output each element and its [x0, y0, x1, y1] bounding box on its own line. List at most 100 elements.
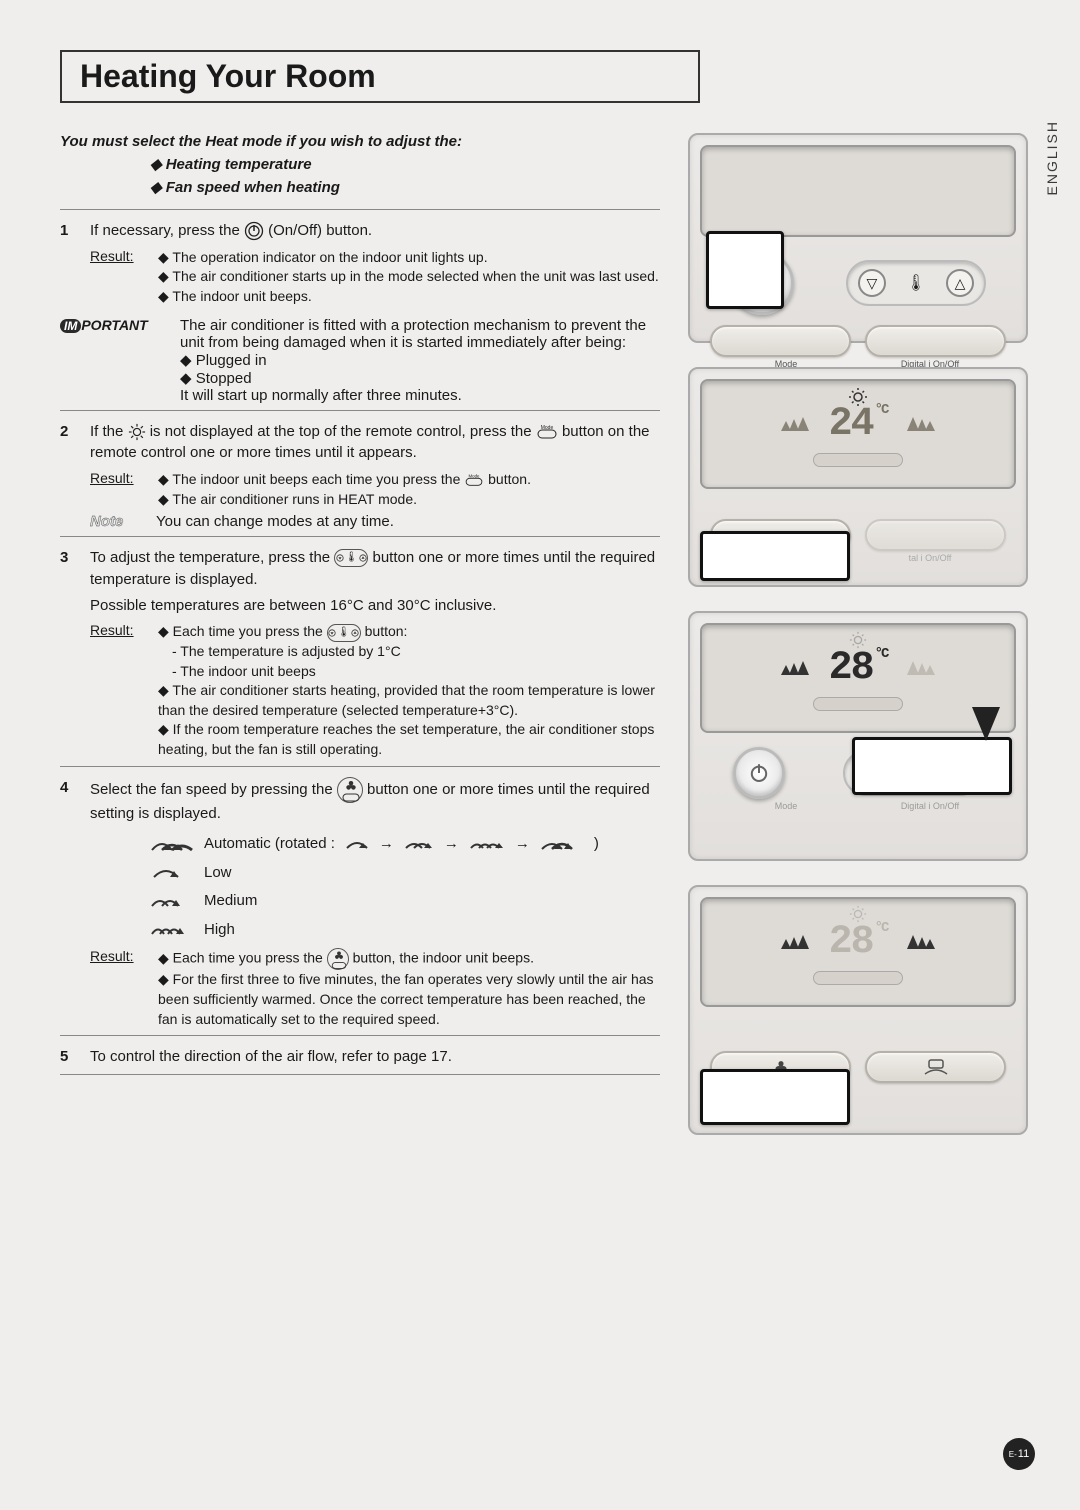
language-tab: ENGLISH: [1044, 120, 1060, 195]
mode-button[interactable]: [710, 519, 851, 551]
result-item: The indoor unit beeps each time you pres…: [158, 470, 660, 490]
result-item: If the room temperature reaches the set …: [158, 720, 660, 759]
step4-result: Result: Each time you press the button, …: [90, 948, 660, 1029]
power-button[interactable]: [730, 251, 794, 315]
page-number: E-11: [1003, 1438, 1035, 1470]
result-item: The operation indicator on the indoor un…: [158, 248, 660, 268]
fan-label: High: [204, 916, 235, 945]
arrow-sep: →: [379, 830, 394, 859]
result-item: The air conditioner runs in HEAT mode.: [158, 490, 660, 510]
fan-medium-icon: [150, 894, 194, 910]
fan-bars-left-icon: [779, 413, 821, 435]
temp-pill[interactable]: ▽ 🌡 △: [843, 750, 983, 796]
step-5: 5 To control the direction of the air fl…: [60, 1046, 660, 1068]
step-number: 5: [60, 1046, 78, 1068]
mode-button-icon: Mode: [464, 473, 484, 487]
temp-pill-icon: 🌡: [327, 624, 361, 642]
digital-onoff-button[interactable]: [865, 519, 1006, 551]
mode-button-icon: Mode: [536, 424, 558, 440]
digital-label: Digital i On/Off: [858, 801, 1002, 811]
step-1: 1 If necessary, press the (On/Off) butto…: [60, 220, 660, 242]
instructions-column: You must select the Heat mode if you wis…: [60, 133, 660, 1159]
power-icon: [747, 761, 771, 785]
result-item: Each time you press the button, the indo…: [158, 948, 660, 970]
result-item: For the first three to five minutes, the…: [158, 970, 660, 1029]
thermometer-icon: 🌡: [906, 273, 926, 293]
fan-bars-left-icon: [779, 931, 821, 953]
temp-up-button[interactable]: △: [943, 759, 971, 787]
step-text: Possible temperatures are between 16°C a…: [90, 595, 660, 617]
fan-medium-row: Medium: [150, 887, 660, 916]
fan-auto-row: Automatic (rotated : → → → ): [150, 830, 660, 859]
important-item: Plugged in: [180, 351, 660, 369]
lcd-bar: [813, 971, 903, 985]
temp-pill-icon: 🌡: [334, 549, 368, 567]
fan-label: Medium: [204, 887, 257, 916]
step-text: Select the fan speed by pressing the: [90, 781, 337, 798]
step-number: 2: [60, 421, 78, 465]
step2-result: Result: The indoor unit beeps each time …: [90, 470, 660, 509]
sun-icon: [848, 387, 868, 407]
lcd-bar: [813, 697, 903, 711]
step-text: is not displayed at the top of the remot…: [150, 423, 536, 440]
step-number: 4: [60, 777, 78, 825]
fan-label: Automatic (rotated :: [204, 830, 335, 859]
lcd-temp: 24°C: [829, 402, 888, 447]
fan-seq-icon: [404, 838, 434, 852]
result-label: Result:: [90, 248, 146, 307]
page-title-box: Heating Your Room: [60, 50, 700, 103]
fan-label: ): [594, 830, 599, 859]
thermometer-icon: 🌡: [903, 763, 923, 783]
step-number: 1: [60, 220, 78, 242]
sun-icon: [849, 631, 867, 649]
power-icon: [747, 268, 777, 298]
fan-low-icon: [150, 865, 194, 881]
lcd-bar: [813, 453, 903, 467]
step-text: If necessary, press the: [90, 222, 244, 239]
note-label: Note: [90, 513, 146, 530]
pointer-arrow: [972, 707, 1000, 741]
step-text: To adjust the temperature, press the: [90, 549, 334, 566]
step-text: To control the direction of the air flow…: [90, 1046, 660, 1068]
important-item: Stopped: [180, 369, 660, 387]
result-label: Result:: [90, 948, 146, 1029]
remote-panel-4: 28°C Turbo: [688, 885, 1028, 1135]
important-text: The air conditioner is fitted with a pro…: [180, 317, 646, 351]
step-text: (On/Off) button.: [268, 222, 372, 239]
fan-seq-icon: [540, 837, 584, 853]
temp-down-button[interactable]: ▽: [858, 269, 886, 297]
step3-result: Result: Each time you press the 🌡 button…: [90, 622, 660, 759]
fan-speed-button[interactable]: [710, 1051, 851, 1083]
step-text: If the: [90, 423, 128, 440]
step-3: 3 To adjust the temperature, press the 🌡…: [60, 547, 660, 616]
result-label: Result:: [90, 470, 146, 509]
fan-seq-icon: [345, 838, 369, 852]
power-icon: [244, 221, 264, 241]
page-title: Heating Your Room: [80, 58, 680, 95]
fan-button-icon: [327, 948, 349, 970]
fan-high-icon: [150, 922, 194, 938]
temp-pill[interactable]: ▽ 🌡 △: [846, 260, 986, 306]
digital-label: tal i On/Off: [858, 553, 1002, 563]
fan-bars-left-icon: [779, 657, 821, 679]
fan-low-row: Low: [150, 859, 660, 888]
digital-onoff-button[interactable]: [865, 325, 1006, 357]
svg-text:Mode: Mode: [469, 474, 480, 479]
lcd-temp: 28°C: [829, 920, 888, 965]
swing-button[interactable]: [865, 1051, 1006, 1083]
temp-down-button[interactable]: ▽: [855, 759, 883, 787]
mode-button[interactable]: [710, 325, 851, 357]
intro-item: Heating temperature: [150, 154, 660, 177]
intro-lead: You must select the Heat mode if you wis…: [60, 133, 660, 150]
turbo-label: Turbo: [714, 1085, 858, 1095]
power-button[interactable]: [733, 747, 785, 799]
step2-note: Note You can change modes at any time.: [90, 513, 660, 530]
remote-panel-2: 24°C Mode tal i On/Off: [688, 367, 1028, 587]
remote-illustrations: ▽ 🌡 △ Mode Digital i On/Off: [688, 133, 1028, 1159]
result-item: The indoor unit beeps.: [158, 287, 660, 307]
step-number: 3: [60, 547, 78, 616]
fan-button-icon: [337, 777, 363, 803]
temp-up-button[interactable]: △: [946, 269, 974, 297]
fan-seq-icon: [469, 838, 505, 852]
mode-label: Mode: [714, 553, 858, 563]
